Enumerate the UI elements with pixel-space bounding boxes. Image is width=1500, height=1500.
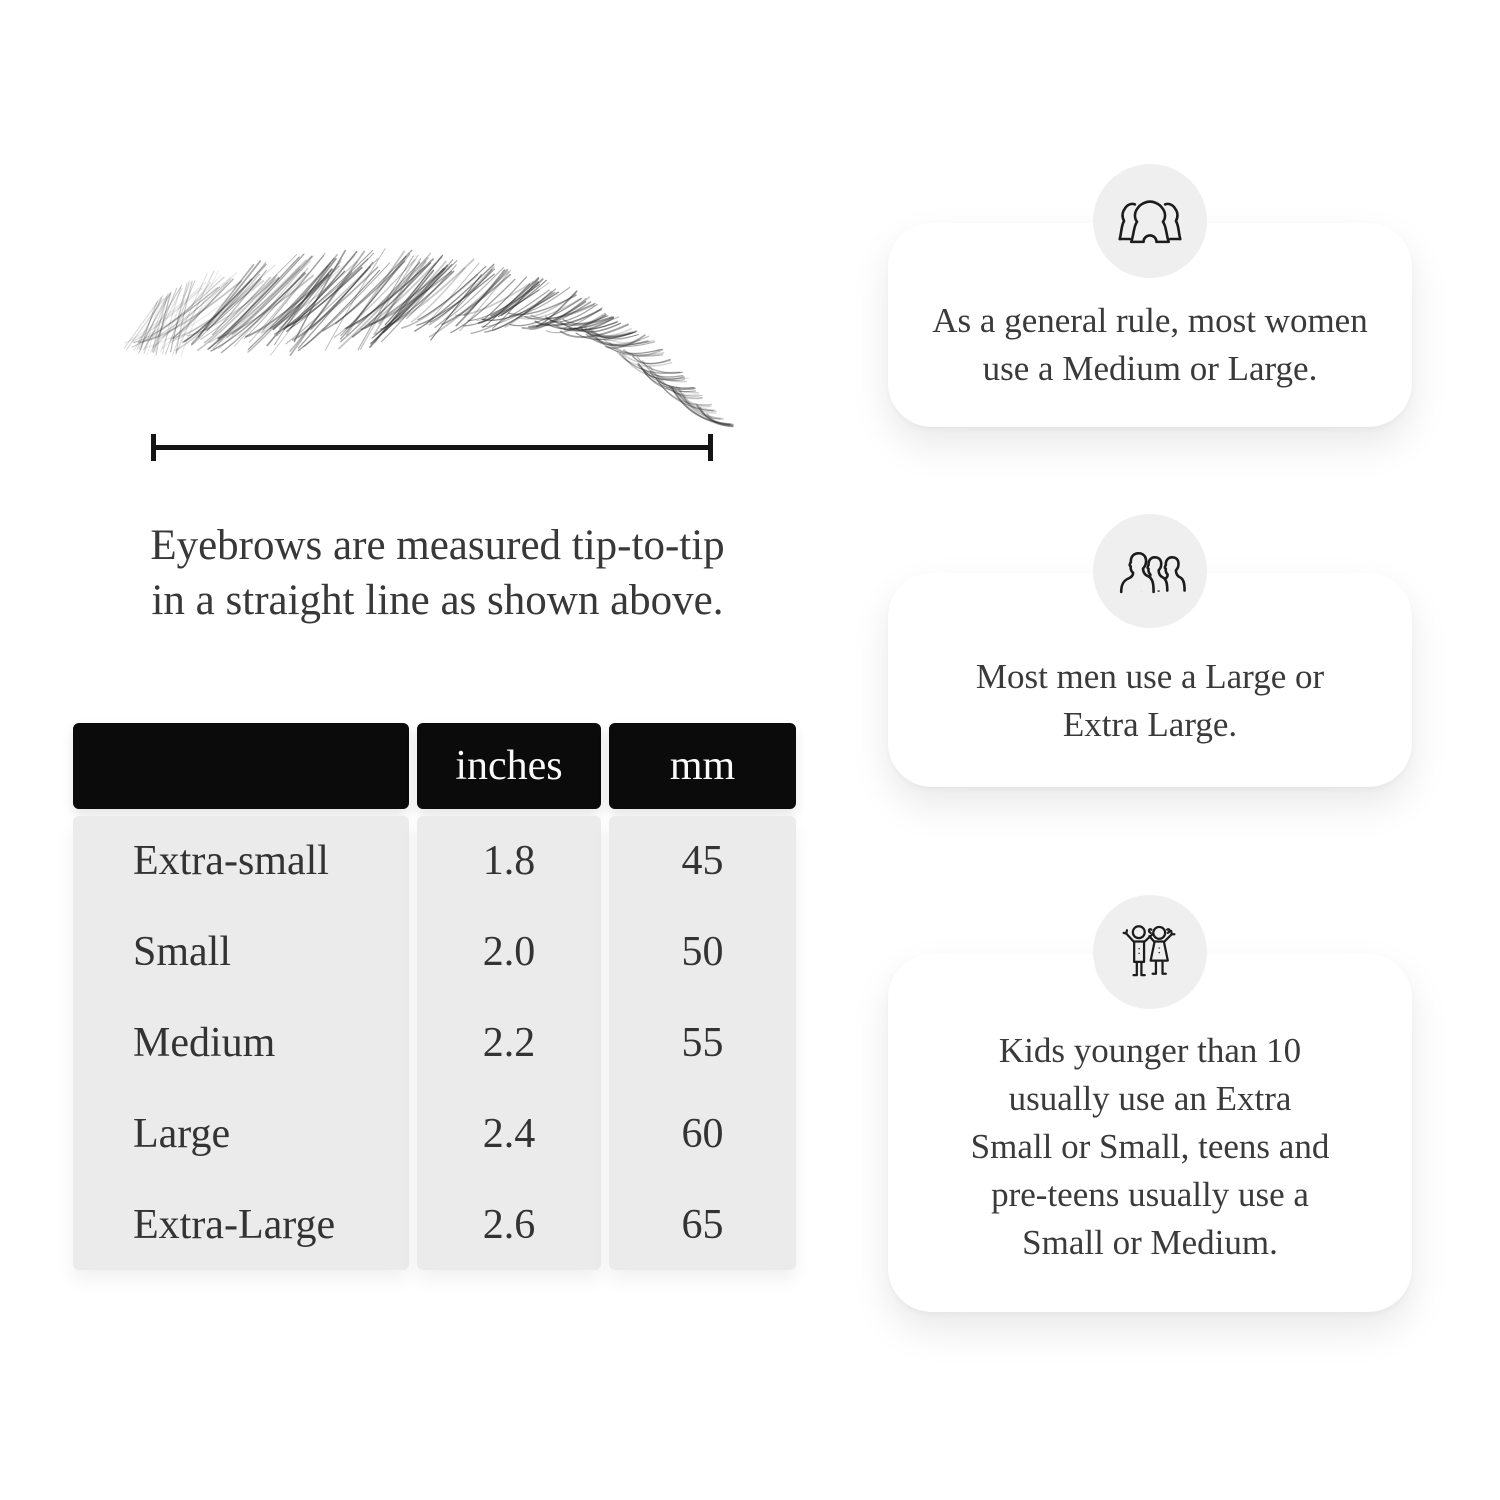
eyebrow-illustration bbox=[115, 240, 740, 440]
mm-value: 60 bbox=[681, 1110, 724, 1157]
mm-value: 55 bbox=[681, 1019, 724, 1066]
inches-value: 2.0 bbox=[482, 929, 536, 976]
size-table: inches mm Extra-small Small Medium Large… bbox=[73, 723, 796, 1270]
women-card-line-1: As a general rule, most women bbox=[932, 301, 1368, 340]
table-header-mm: mm bbox=[609, 723, 796, 809]
icon-circle bbox=[1093, 514, 1207, 628]
kids-card-line-3: Small or Small, teens and bbox=[970, 1127, 1330, 1166]
kids-card-line-4: pre-teens usually use a bbox=[991, 1175, 1309, 1214]
size-table-header-row: inches mm bbox=[73, 723, 796, 809]
icon-circle bbox=[1093, 164, 1207, 278]
mm-value: 50 bbox=[681, 929, 724, 976]
men-card-line-2: Extra Large. bbox=[1062, 705, 1238, 744]
women-card-text: As a general rule, most women use a Medi… bbox=[888, 297, 1412, 393]
inches-value: 1.8 bbox=[482, 838, 536, 885]
kids-card-line-2: usually use an Extra bbox=[1008, 1079, 1292, 1118]
size-label: Large bbox=[133, 1110, 231, 1157]
measurement-line bbox=[151, 445, 712, 450]
kids-card-line-5: Small or Medium. bbox=[1022, 1223, 1278, 1262]
inches-value: 2.6 bbox=[482, 1201, 536, 1248]
women-card-line-2: use a Medium or Large. bbox=[982, 349, 1318, 388]
kids-card-text: Kids younger than 10 usually use an Extr… bbox=[888, 1027, 1412, 1267]
icon-circle bbox=[1093, 895, 1207, 1009]
men-card-line-1: Most men use a Large or bbox=[975, 657, 1325, 696]
inches-value: 2.4 bbox=[482, 1110, 536, 1157]
table-column-inches: 1.8 2.0 2.2 2.4 2.6 bbox=[417, 816, 601, 1270]
info-card-men: Most men use a Large or Extra Large. bbox=[888, 514, 1412, 787]
men-card-text: Most men use a Large or Extra Large. bbox=[888, 653, 1412, 749]
size-label: Small bbox=[133, 929, 232, 976]
caption-line-2: in a straight line as shown above. bbox=[151, 577, 724, 624]
measurement-caption: Eyebrows are measured tip-to-tip in a st… bbox=[60, 518, 815, 628]
eyebrow-sketch bbox=[124, 247, 734, 428]
men-group-icon bbox=[1119, 551, 1186, 594]
caption-line-1: Eyebrows are measured tip-to-tip bbox=[150, 522, 725, 569]
info-card-women: As a general rule, most women use a Medi… bbox=[888, 164, 1412, 427]
table-column-sizes: Extra-small Small Medium Large Extra-Lar… bbox=[73, 816, 409, 1270]
table-column-mm: 45 50 55 60 65 bbox=[609, 816, 796, 1270]
kids-icon bbox=[1122, 925, 1176, 977]
kids-card-line-1: Kids younger than 10 bbox=[998, 1031, 1302, 1070]
info-card-kids: Kids younger than 10 usually use an Extr… bbox=[888, 895, 1412, 1312]
measurement-line-right-cap bbox=[708, 434, 713, 461]
measurement-line-left-cap bbox=[151, 434, 156, 461]
size-label: Extra-small bbox=[133, 838, 329, 885]
inches-value: 2.2 bbox=[482, 1019, 536, 1066]
mm-value: 45 bbox=[681, 838, 724, 885]
size-table-body: Extra-small Small Medium Large Extra-Lar… bbox=[73, 816, 796, 1270]
size-label: Medium bbox=[133, 1019, 276, 1066]
table-header-blank bbox=[73, 723, 409, 809]
women-group-icon bbox=[1118, 200, 1182, 244]
size-label: Extra-Large bbox=[133, 1201, 336, 1248]
mm-value: 65 bbox=[681, 1201, 724, 1248]
table-header-inches: inches bbox=[417, 723, 601, 809]
